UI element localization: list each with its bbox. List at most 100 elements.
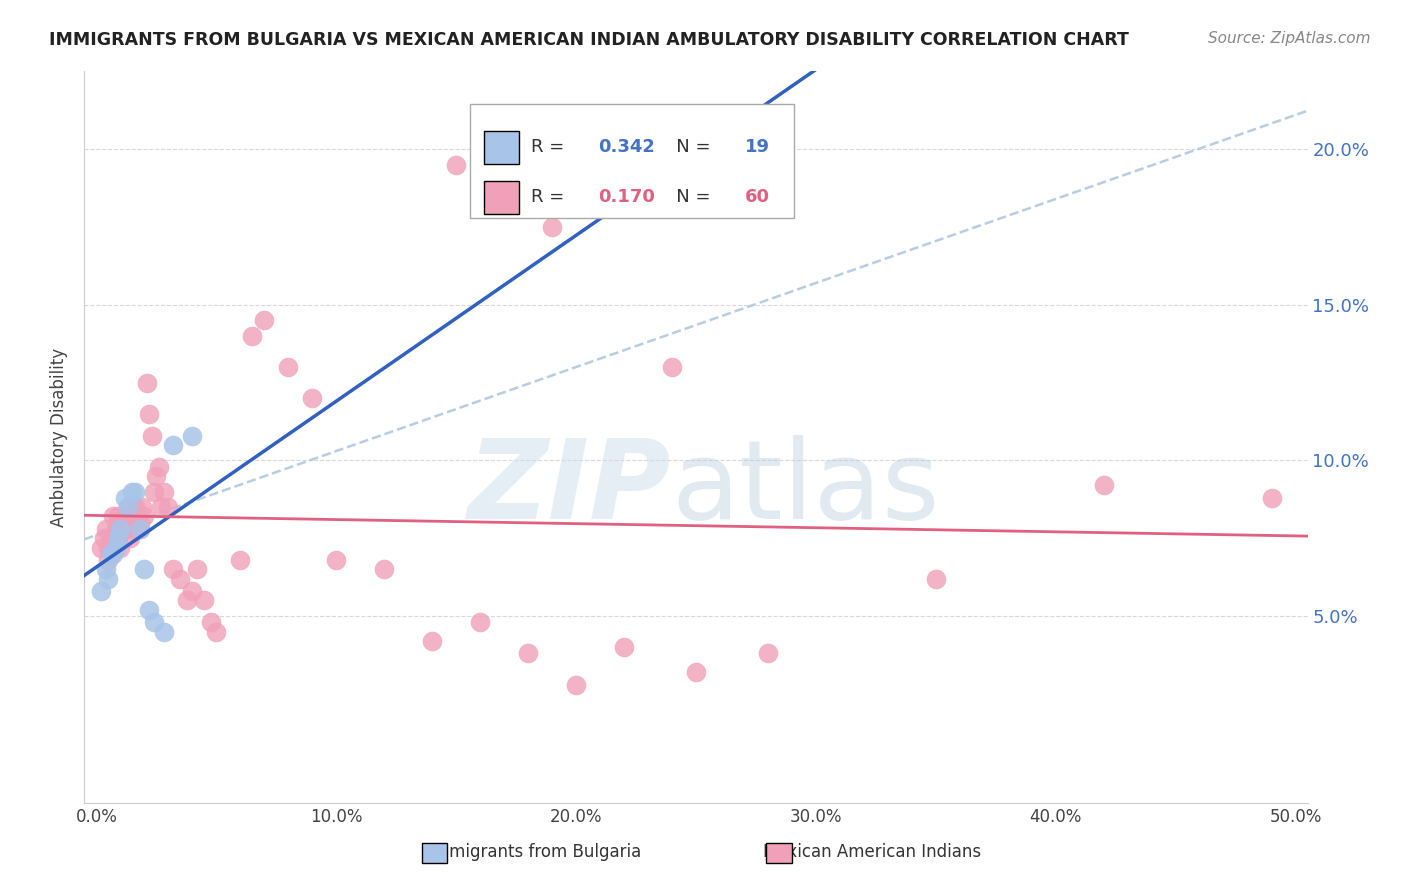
Point: [181, 584, 204, 599]
Point: [107, 531, 129, 545]
Point: [277, 359, 299, 374]
Point: [104, 541, 127, 555]
Point: [128, 516, 150, 530]
Point: [94, 562, 117, 576]
Point: [101, 509, 124, 524]
Point: [1092, 478, 1115, 492]
Point: [134, 509, 156, 524]
Point: [148, 459, 170, 474]
Text: N =: N =: [659, 188, 717, 206]
Point: [240, 329, 263, 343]
Text: 0.170: 0.170: [598, 188, 655, 206]
Point: [193, 593, 215, 607]
Point: [517, 647, 540, 661]
FancyBboxPatch shape: [470, 104, 794, 218]
Point: [229, 553, 252, 567]
Point: [141, 428, 163, 442]
Point: [150, 500, 173, 515]
Point: [373, 562, 395, 576]
Point: [90, 541, 112, 555]
Text: ZIP: ZIP: [468, 434, 672, 541]
Point: [145, 469, 167, 483]
Point: [162, 438, 184, 452]
Text: 0.342: 0.342: [598, 138, 655, 156]
Point: [90, 584, 112, 599]
Point: [142, 484, 165, 499]
Point: [186, 562, 208, 576]
Point: [325, 553, 347, 567]
Point: [121, 522, 143, 536]
Point: [107, 531, 129, 545]
Point: [97, 553, 120, 567]
Point: [110, 541, 132, 555]
Point: [114, 509, 136, 524]
Point: [142, 615, 165, 630]
Point: [124, 484, 146, 499]
Text: IMMIGRANTS FROM BULGARIA VS MEXICAN AMERICAN INDIAN AMBULATORY DISABILITY CORREL: IMMIGRANTS FROM BULGARIA VS MEXICAN AMER…: [49, 31, 1129, 49]
Point: [541, 219, 564, 234]
Point: [135, 376, 157, 390]
Point: [117, 500, 139, 515]
Text: N =: N =: [659, 138, 717, 156]
Point: [613, 640, 636, 655]
Point: [756, 647, 779, 661]
Point: [444, 158, 467, 172]
Point: [128, 522, 150, 536]
Text: 19: 19: [745, 138, 770, 156]
Point: [114, 491, 136, 505]
Point: [104, 522, 127, 536]
Point: [1260, 491, 1282, 505]
Point: [565, 677, 588, 691]
Point: [162, 562, 184, 576]
Text: atlas: atlas: [672, 434, 941, 541]
Point: [925, 572, 948, 586]
Point: [200, 615, 222, 630]
FancyBboxPatch shape: [484, 181, 519, 214]
Point: [124, 500, 146, 515]
Text: 60: 60: [745, 188, 770, 206]
Point: [118, 531, 141, 545]
Point: [253, 313, 276, 327]
Text: R =: R =: [531, 188, 569, 206]
Point: [169, 572, 191, 586]
Point: [107, 509, 129, 524]
Point: [131, 500, 153, 515]
Text: R =: R =: [531, 138, 569, 156]
Text: Source: ZipAtlas.com: Source: ZipAtlas.com: [1208, 31, 1371, 46]
Point: [111, 516, 134, 530]
Point: [97, 572, 120, 586]
Point: [176, 593, 198, 607]
Point: [94, 522, 117, 536]
Point: [205, 624, 228, 639]
Text: Immigrants from Bulgaria: Immigrants from Bulgaria: [427, 843, 641, 861]
Point: [134, 562, 156, 576]
Point: [100, 547, 122, 561]
Point: [685, 665, 707, 679]
Point: [181, 428, 204, 442]
Point: [152, 484, 174, 499]
Point: [117, 500, 139, 515]
Y-axis label: Ambulatory Disability: Ambulatory Disability: [51, 348, 69, 526]
FancyBboxPatch shape: [484, 131, 519, 164]
Point: [152, 624, 174, 639]
Point: [114, 522, 136, 536]
Point: [121, 484, 143, 499]
Point: [127, 509, 149, 524]
Point: [138, 603, 160, 617]
Point: [100, 531, 122, 545]
Point: [138, 407, 160, 421]
Point: [661, 359, 683, 374]
Point: [104, 531, 127, 545]
Point: [121, 509, 143, 524]
Point: [101, 547, 124, 561]
Point: [157, 500, 180, 515]
Point: [110, 522, 132, 536]
Text: Mexican American Indians: Mexican American Indians: [762, 843, 981, 861]
Point: [420, 634, 443, 648]
Point: [97, 541, 120, 555]
Point: [301, 391, 323, 405]
Point: [128, 522, 150, 536]
Point: [110, 516, 132, 530]
Point: [468, 615, 491, 630]
Point: [93, 531, 115, 545]
